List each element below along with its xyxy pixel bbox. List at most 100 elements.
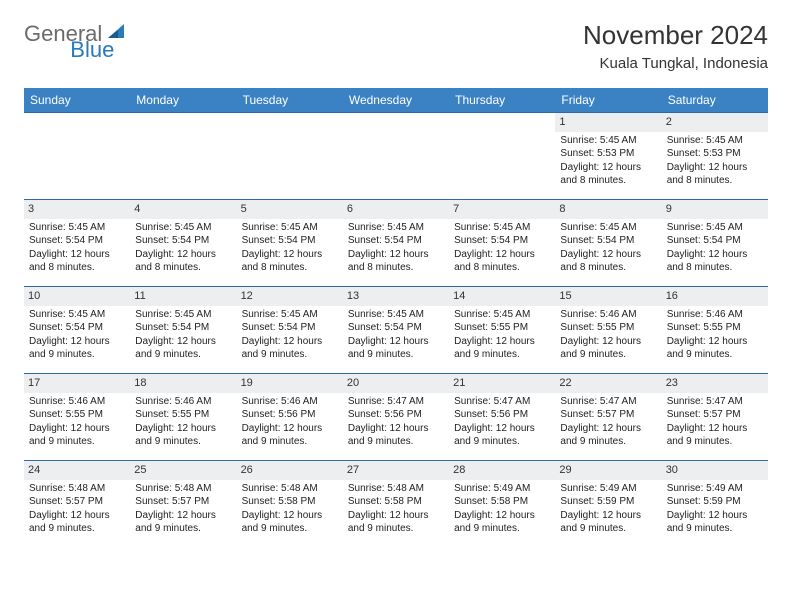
day-number: 1 <box>555 113 661 132</box>
day-cell: 2 Sunrise: 5:45 AMSunset: 5:53 PMDaylight… <box>662 113 768 199</box>
day-info: Sunrise: 5:47 AMSunset: 5:56 PMDaylight:… <box>453 395 551 449</box>
weekday-header-cell: Saturday <box>662 88 768 112</box>
day-cell-empty <box>449 113 555 199</box>
day-cell: 24 Sunrise: 5:48 AMSunset: 5:57 PMDayligh… <box>24 461 130 547</box>
day-cell: 4Sunrise: 5:45 AMSunset: 5:54 PMDaylight… <box>130 200 236 286</box>
day-cell: 17Sunrise: 5:46 AMSunset: 5:55 PMDayligh… <box>24 374 130 460</box>
day-info: Sunrise: 5:45 AMSunset: 5:54 PMDaylight:… <box>559 221 657 275</box>
day-cell: 15 Sunrise: 5:46 AMSunset: 5:55 PMDayligh… <box>555 287 661 373</box>
day-info: Sunrise: 5:45 AMSunset: 5:54 PMDaylight:… <box>453 221 551 275</box>
day-cell-empty <box>237 113 343 199</box>
day-cell: 28 Sunrise: 5:49 AMSunset: 5:58 PMDayligh… <box>449 461 555 547</box>
weekday-header-cell: Tuesday <box>237 88 343 112</box>
day-info: Sunrise: 5:45 AMSunset: 5:54 PMDaylight:… <box>134 308 232 362</box>
week-row: 24 Sunrise: 5:48 AMSunset: 5:57 PMDayligh… <box>24 460 768 547</box>
day-cell: 9Sunrise: 5:45 AMSunset: 5:54 PMDaylight… <box>662 200 768 286</box>
day-number: 7 <box>449 200 555 219</box>
week-row: 10Sunrise: 5:45 AMSunset: 5:54 PMDayligh… <box>24 286 768 373</box>
day-info: Sunrise: 5:47 AMSunset: 5:57 PMDaylight:… <box>559 395 657 449</box>
weekday-header-cell: Friday <box>555 88 661 112</box>
day-cell-empty <box>24 113 130 199</box>
day-cell: 13 Sunrise: 5:45 AMSunset: 5:54 PMDayligh… <box>343 287 449 373</box>
day-cell: 5Sunrise: 5:45 AMSunset: 5:54 PMDaylight… <box>237 200 343 286</box>
day-cell: 21 Sunrise: 5:47 AMSunset: 5:56 PMDayligh… <box>449 374 555 460</box>
day-info: Sunrise: 5:46 AMSunset: 5:55 PMDaylight:… <box>559 308 657 362</box>
day-info: Sunrise: 5:45 AMSunset: 5:54 PMDaylight:… <box>134 221 232 275</box>
weekday-header-cell: Wednesday <box>343 88 449 112</box>
calendar-grid: SundayMondayTuesdayWednesdayThursdayFrid… <box>24 88 768 547</box>
day-cell: 23 Sunrise: 5:47 AMSunset: 5:57 PMDayligh… <box>662 374 768 460</box>
day-cell: 19 Sunrise: 5:46 AMSunset: 5:56 PMDayligh… <box>237 374 343 460</box>
day-number: 30 <box>662 461 768 480</box>
day-number: 24 <box>24 461 130 480</box>
day-cell: 12 Sunrise: 5:45 AMSunset: 5:54 PMDayligh… <box>237 287 343 373</box>
day-info: Sunrise: 5:45 AMSunset: 5:54 PMDaylight:… <box>28 221 126 275</box>
page-header: General Blue November 2024 Kuala Tungkal… <box>24 20 768 72</box>
day-cell: 14Sunrise: 5:45 AMSunset: 5:55 PMDayligh… <box>449 287 555 373</box>
day-info: Sunrise: 5:45 AMSunset: 5:55 PMDaylight:… <box>453 308 551 362</box>
day-info: Sunrise: 5:45 AMSunset: 5:54 PMDaylight:… <box>347 221 445 275</box>
day-info: Sunrise: 5:45 AMSunset: 5:53 PMDaylight:… <box>559 134 657 188</box>
weekday-header-cell: Thursday <box>449 88 555 112</box>
day-cell: 30 Sunrise: 5:49 AMSunset: 5:59 PMDayligh… <box>662 461 768 547</box>
day-info: Sunrise: 5:48 AMSunset: 5:57 PMDaylight:… <box>28 482 126 536</box>
day-number: 21 <box>449 374 555 393</box>
location: Kuala Tungkal, Indonesia <box>583 55 768 72</box>
day-number: 3 <box>24 200 130 219</box>
weekday-header-row: SundayMondayTuesdayWednesdayThursdayFrid… <box>24 88 768 112</box>
day-number: 20 <box>343 374 449 393</box>
week-row: 17Sunrise: 5:46 AMSunset: 5:55 PMDayligh… <box>24 373 768 460</box>
day-info: Sunrise: 5:49 AMSunset: 5:59 PMDaylight:… <box>559 482 657 536</box>
day-number: 22 <box>555 374 661 393</box>
day-info: Sunrise: 5:48 AMSunset: 5:58 PMDaylight:… <box>241 482 339 536</box>
day-cell: 7 Sunrise: 5:45 AMSunset: 5:54 PMDaylight… <box>449 200 555 286</box>
day-cell-empty <box>343 113 449 199</box>
weekday-header-cell: Sunday <box>24 88 130 112</box>
day-number: 27 <box>343 461 449 480</box>
day-cell: 27 Sunrise: 5:48 AMSunset: 5:58 PMDayligh… <box>343 461 449 547</box>
calendar-page: General Blue November 2024 Kuala Tungkal… <box>0 0 792 567</box>
day-info: Sunrise: 5:49 AMSunset: 5:58 PMDaylight:… <box>453 482 551 536</box>
day-info: Sunrise: 5:49 AMSunset: 5:59 PMDaylight:… <box>666 482 764 536</box>
day-info: Sunrise: 5:45 AMSunset: 5:54 PMDaylight:… <box>347 308 445 362</box>
day-number: 19 <box>237 374 343 393</box>
day-cell: 11 Sunrise: 5:45 AMSunset: 5:54 PMDayligh… <box>130 287 236 373</box>
day-number: 12 <box>237 287 343 306</box>
day-info: Sunrise: 5:46 AMSunset: 5:55 PMDaylight:… <box>666 308 764 362</box>
day-cell: 6Sunrise: 5:45 AMSunset: 5:54 PMDaylight… <box>343 200 449 286</box>
day-number: 8 <box>555 200 661 219</box>
day-number: 29 <box>555 461 661 480</box>
weekday-header-cell: Monday <box>130 88 236 112</box>
day-info: Sunrise: 5:47 AMSunset: 5:56 PMDaylight:… <box>347 395 445 449</box>
day-cell: 25Sunrise: 5:48 AMSunset: 5:57 PMDayligh… <box>130 461 236 547</box>
day-cell: 3 Sunrise: 5:45 AMSunset: 5:54 PMDaylight… <box>24 200 130 286</box>
day-cell: 29 Sunrise: 5:49 AMSunset: 5:59 PMDayligh… <box>555 461 661 547</box>
day-number: 15 <box>555 287 661 306</box>
day-info: Sunrise: 5:45 AMSunset: 5:54 PMDaylight:… <box>28 308 126 362</box>
logo-text-blue: Blue <box>70 37 114 62</box>
day-number: 28 <box>449 461 555 480</box>
day-info: Sunrise: 5:45 AMSunset: 5:54 PMDaylight:… <box>241 221 339 275</box>
day-number: 23 <box>662 374 768 393</box>
week-row: 1 Sunrise: 5:45 AMSunset: 5:53 PMDaylight… <box>24 112 768 199</box>
day-cell: 16 Sunrise: 5:46 AMSunset: 5:55 PMDayligh… <box>662 287 768 373</box>
day-number: 13 <box>343 287 449 306</box>
day-cell: 20 Sunrise: 5:47 AMSunset: 5:56 PMDayligh… <box>343 374 449 460</box>
day-info: Sunrise: 5:45 AMSunset: 5:54 PMDaylight:… <box>241 308 339 362</box>
day-cell: 18Sunrise: 5:46 AMSunset: 5:55 PMDayligh… <box>130 374 236 460</box>
day-info: Sunrise: 5:45 AMSunset: 5:53 PMDaylight:… <box>666 134 764 188</box>
day-cell-empty <box>130 113 236 199</box>
day-info: Sunrise: 5:46 AMSunset: 5:56 PMDaylight:… <box>241 395 339 449</box>
day-info: Sunrise: 5:47 AMSunset: 5:57 PMDaylight:… <box>666 395 764 449</box>
day-number: 16 <box>662 287 768 306</box>
day-info: Sunrise: 5:48 AMSunset: 5:58 PMDaylight:… <box>347 482 445 536</box>
day-cell: 10Sunrise: 5:45 AMSunset: 5:54 PMDayligh… <box>24 287 130 373</box>
day-cell: 26Sunrise: 5:48 AMSunset: 5:58 PMDayligh… <box>237 461 343 547</box>
day-number: 2 <box>662 113 768 132</box>
logo: General Blue <box>24 20 174 47</box>
day-info: Sunrise: 5:46 AMSunset: 5:55 PMDaylight:… <box>134 395 232 449</box>
day-number: 25 <box>130 461 236 480</box>
day-number: 9 <box>662 200 768 219</box>
title-block: November 2024 Kuala Tungkal, Indonesia <box>583 20 768 72</box>
day-number: 11 <box>130 287 236 306</box>
